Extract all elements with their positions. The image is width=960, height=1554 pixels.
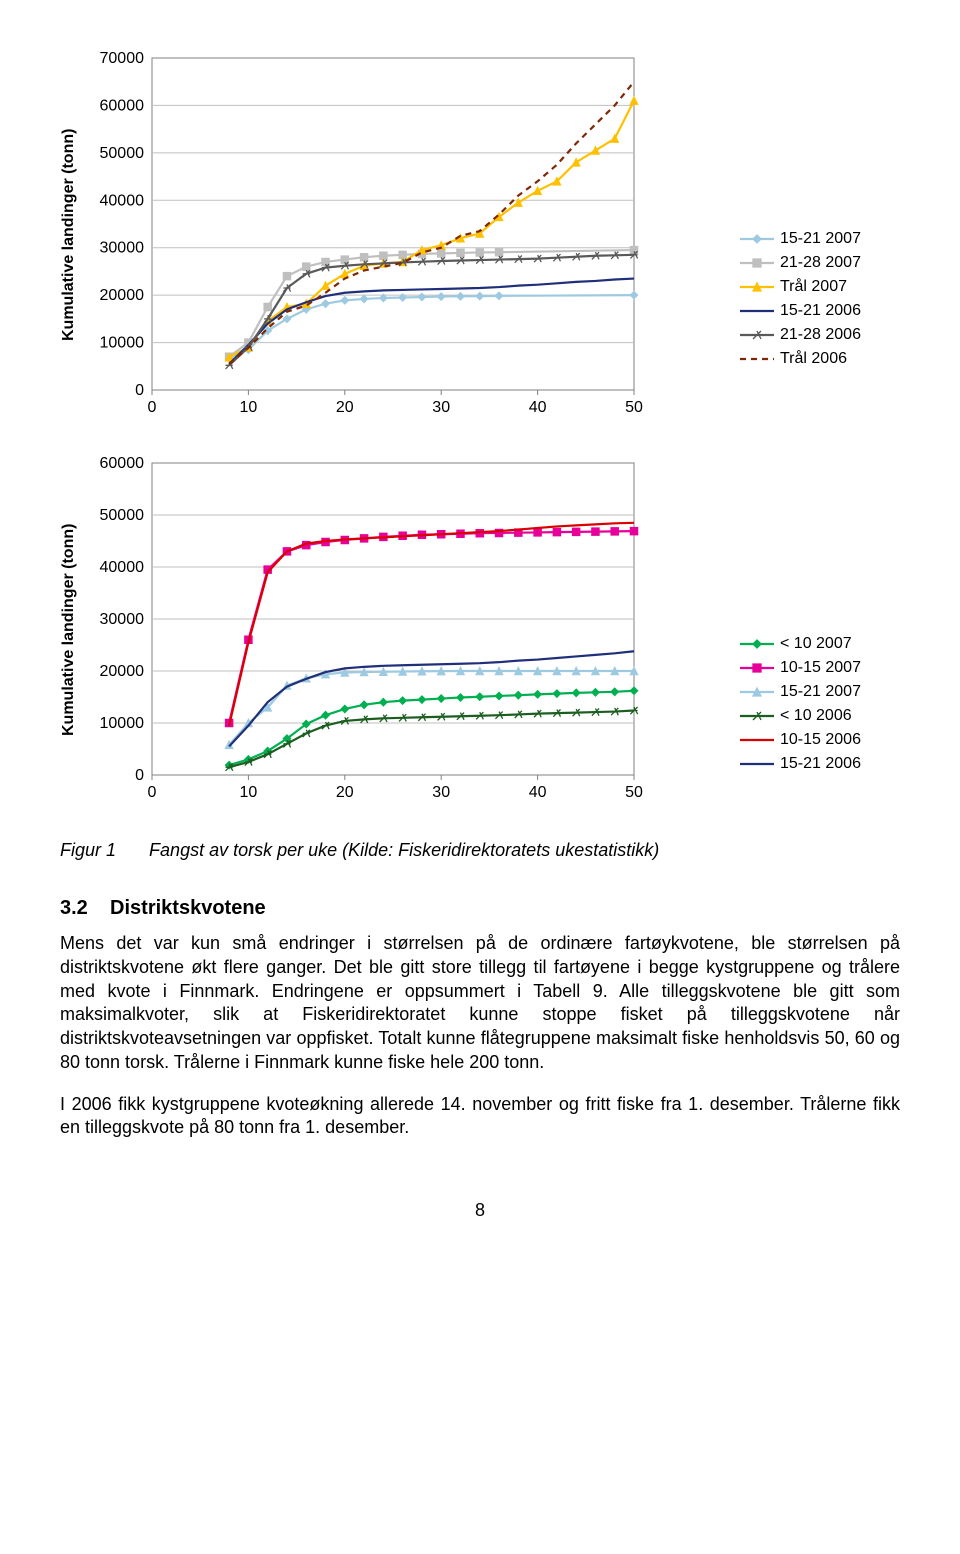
- chart-1-wrap: Kumulative landinger (tonn) 0 10000 20000 3…: [60, 50, 900, 425]
- legend-item: 21-28 2006: [740, 326, 900, 344]
- legend-swatch: [740, 256, 774, 270]
- svg-text:60000: 60000: [100, 455, 145, 472]
- legend-item: Trål 2006: [740, 350, 900, 368]
- svg-text:40: 40: [529, 784, 547, 801]
- legend-item: 10-15 2006: [740, 731, 900, 749]
- legend-item: 15-21 2007: [740, 683, 900, 701]
- legend-item: < 10 2006: [740, 707, 900, 725]
- legend-swatch: [740, 733, 774, 747]
- legend-swatch: [740, 304, 774, 318]
- paragraph-2: I 2006 fikk kystgruppene kvoteøkning all…: [60, 1093, 900, 1141]
- svg-text:60000: 60000: [100, 97, 145, 114]
- svg-text:40: 40: [529, 399, 547, 416]
- chart-1-ylabel: Kumulative landinger (tonn): [60, 50, 84, 390]
- legend-label: 10-15 2006: [780, 731, 861, 749]
- legend-item: < 10 2007: [740, 635, 900, 653]
- legend-label: 15-21 2007: [780, 683, 861, 701]
- legend-label: Trål 2006: [780, 350, 847, 368]
- svg-text:20: 20: [336, 784, 354, 801]
- legend-label: 15-21 2007: [780, 230, 861, 248]
- legend-swatch: [740, 685, 774, 699]
- svg-text:30000: 30000: [100, 240, 145, 257]
- figure-caption: Figur 1 Fangst av torsk per uke (Kilde: …: [60, 840, 900, 861]
- svg-text:70000: 70000: [100, 50, 145, 67]
- figure-caption-text: Fangst av torsk per uke (Kilde: Fiskerid…: [149, 840, 659, 860]
- figure-number: Figur 1: [60, 840, 116, 860]
- legend-label: 15-21 2006: [780, 755, 861, 773]
- legend-item: 15-21 2006: [740, 755, 900, 773]
- svg-text:50000: 50000: [100, 145, 145, 162]
- chart-2-legend: < 10 2007 10-15 2007 15-21 2007 < 10 2006 10…: [740, 455, 900, 779]
- svg-text:20000: 20000: [100, 287, 145, 304]
- svg-text:0: 0: [135, 382, 144, 399]
- chart-1-legend: 15-21 2007 21-28 2007 Trål 2007 15-21 2006 2…: [740, 50, 900, 374]
- svg-text:0: 0: [135, 767, 144, 784]
- legend-swatch: [740, 328, 774, 342]
- svg-text:10000: 10000: [100, 715, 145, 732]
- svg-text:30: 30: [432, 784, 450, 801]
- legend-swatch: [740, 709, 774, 723]
- svg-text:30: 30: [432, 399, 450, 416]
- chart-1-svg: 0 10000 20000 30000 40000 50000 60000 70000 0 10 2…: [84, 50, 644, 420]
- section-heading: 3.2 Distriktskvotene: [60, 897, 900, 920]
- chart-1-plot-area: 0 10000 20000 30000 40000 50000 60000 70000 0 10 2…: [84, 50, 740, 425]
- svg-text:10000: 10000: [100, 335, 145, 352]
- chart-2-svg: 0 10000 20000 30000 40000 50000 60000 0 10 20 30 40…: [84, 455, 644, 805]
- legend-item: 15-21 2007: [740, 230, 900, 248]
- page-number: 8: [60, 1200, 900, 1221]
- svg-text:10: 10: [240, 399, 258, 416]
- svg-text:50: 50: [625, 399, 643, 416]
- svg-text:40000: 40000: [100, 559, 145, 576]
- svg-text:20000: 20000: [100, 663, 145, 680]
- svg-text:0: 0: [148, 784, 157, 801]
- legend-swatch: [740, 352, 774, 366]
- svg-text:40000: 40000: [100, 192, 145, 209]
- legend-swatch: [740, 637, 774, 651]
- chart-2-wrap: Kumulative landinger (tonn) 0 10000 20000 3…: [60, 455, 900, 810]
- svg-text:50000: 50000: [100, 507, 145, 524]
- legend-swatch: [740, 661, 774, 675]
- legend-item: 21-28 2007: [740, 254, 900, 272]
- section-title: Distriktskvotene: [110, 897, 266, 919]
- legend-label: 21-28 2006: [780, 326, 861, 344]
- section-number: 3.2: [60, 897, 88, 919]
- chart-2-plot-area: 0 10000 20000 30000 40000 50000 60000 0 10 20 30 40…: [84, 455, 740, 810]
- svg-text:50: 50: [625, 784, 643, 801]
- legend-swatch: [740, 280, 774, 294]
- legend-item: 15-21 2006: [740, 302, 900, 320]
- svg-text:30000: 30000: [100, 611, 145, 628]
- legend-swatch: [740, 232, 774, 246]
- legend-label: 10-15 2007: [780, 659, 861, 677]
- svg-text:20: 20: [336, 399, 354, 416]
- legend-label: Trål 2007: [780, 278, 847, 296]
- legend-swatch: [740, 757, 774, 771]
- paragraph-1: Mens det var kun små endringer i størrel…: [60, 932, 900, 1075]
- legend-label: 21-28 2007: [780, 254, 861, 272]
- svg-text:0: 0: [148, 399, 157, 416]
- legend-label: 15-21 2006: [780, 302, 861, 320]
- legend-label: < 10 2007: [780, 635, 852, 653]
- chart-2-ylabel: Kumulative landinger (tonn): [60, 455, 84, 775]
- svg-text:10: 10: [240, 784, 258, 801]
- legend-label: < 10 2006: [780, 707, 852, 725]
- legend-item: Trål 2007: [740, 278, 900, 296]
- legend-item: 10-15 2007: [740, 659, 900, 677]
